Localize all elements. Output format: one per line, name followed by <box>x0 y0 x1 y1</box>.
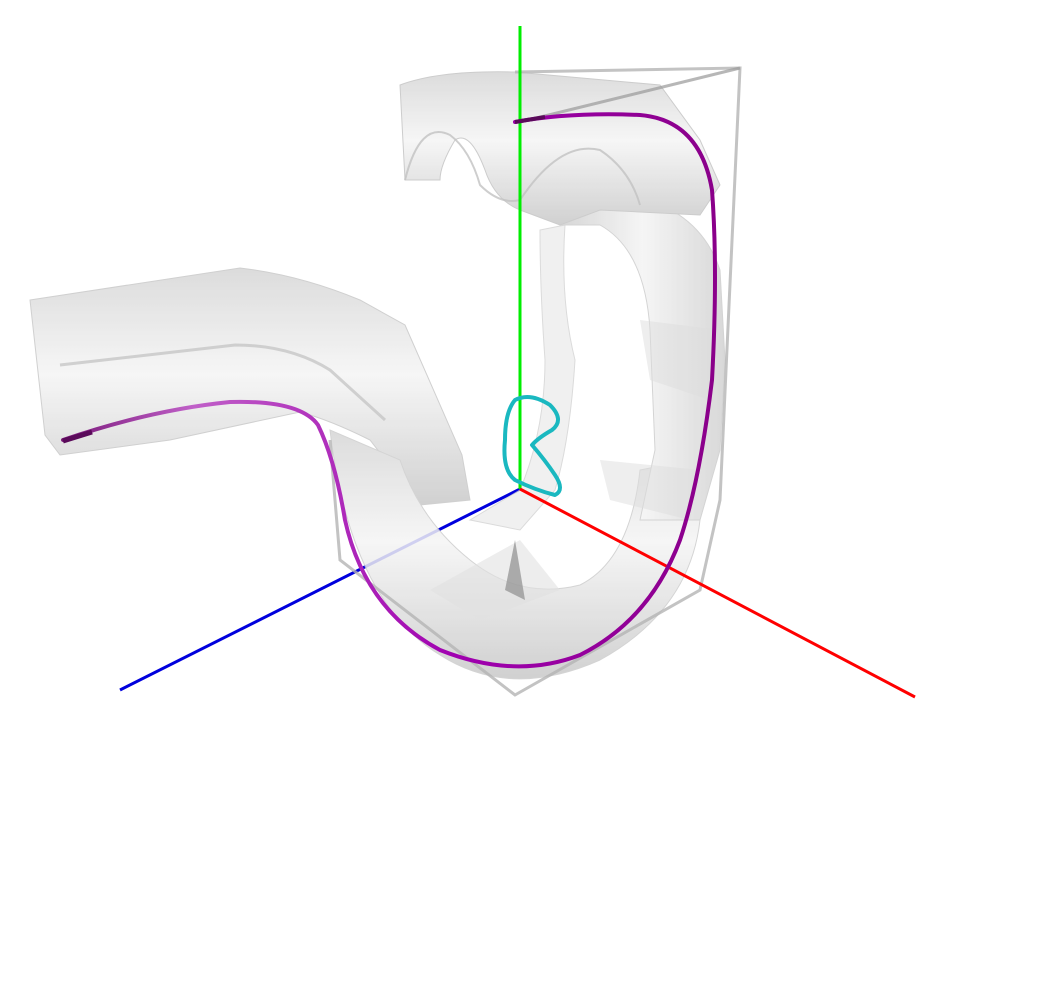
x-axis <box>519 487 916 699</box>
tube-facet <box>640 320 720 400</box>
z-axis <box>119 487 521 692</box>
tube-top-cap <box>399 71 721 226</box>
tube-inner-arm <box>468 224 576 531</box>
swept-tube[interactable] <box>29 71 726 680</box>
sweep-path[interactable] <box>61 112 717 669</box>
sweep-path-start <box>62 429 93 444</box>
tube-u-bend <box>329 429 701 680</box>
tube-facet <box>505 540 525 600</box>
tube-top-wave <box>404 131 641 206</box>
cross-section-profile[interactable] <box>502 394 562 497</box>
tube-facet <box>600 460 700 520</box>
tube-facet <box>430 540 560 620</box>
tube-left-arm-ridge <box>59 343 387 422</box>
control-polygon-segment <box>519 66 741 124</box>
tube-left-arm <box>29 267 471 506</box>
sweep-path-end <box>514 115 546 124</box>
